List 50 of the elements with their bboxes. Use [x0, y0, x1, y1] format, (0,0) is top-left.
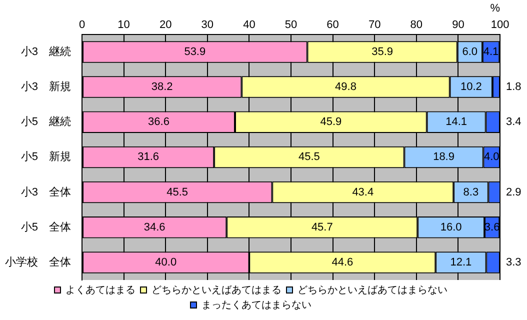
- y-tick-label: 小5 新規: [20, 150, 71, 164]
- x-tick-label: 100: [490, 18, 510, 31]
- data-label: 12.1: [450, 256, 472, 268]
- data-label: 14.1: [446, 116, 468, 128]
- data-label: 4.0: [484, 151, 500, 164]
- x-tick-label: 50: [284, 18, 298, 31]
- x-tick-label: 70: [368, 18, 381, 31]
- data-label: 8.3: [463, 186, 479, 198]
- data-label: 3.3: [506, 256, 522, 268]
- data-label: 44.6: [332, 256, 354, 268]
- data-label: 16.0: [440, 221, 462, 234]
- data-label: 18.9: [433, 151, 454, 164]
- legend-label: どちらかといえばあてはまる: [152, 284, 282, 296]
- y-tick-label: 小学校 全体: [5, 255, 71, 268]
- legend-label: よくあてはまる: [66, 284, 136, 296]
- data-label: 4.1: [483, 46, 499, 58]
- data-label: 53.9: [184, 46, 206, 58]
- legend-label: どちらかといえばあてはまらない: [298, 284, 448, 296]
- data-label: 38.2: [151, 81, 173, 94]
- x-tick-label: 40: [243, 18, 256, 31]
- x-tick-label: 60: [326, 18, 339, 31]
- x-tick-label: 20: [159, 18, 172, 31]
- x-axis-title: %: [490, 2, 500, 15]
- data-label: 3.4: [506, 116, 522, 128]
- data-label: 31.6: [138, 151, 160, 164]
- x-tick-label: 30: [201, 18, 214, 31]
- legend-label: まったくあてはまらない: [202, 300, 312, 311]
- y-tick-label: 小5 継続: [20, 115, 71, 128]
- data-label: 6.0: [462, 46, 478, 58]
- x-tick-label: 90: [452, 18, 464, 31]
- data-label: 34.6: [144, 221, 166, 234]
- data-label: 45.5: [298, 151, 320, 164]
- y-tick-label: 小3 新規: [20, 80, 71, 94]
- data-label: 45.9: [320, 116, 342, 128]
- data-label: 43.4: [352, 186, 374, 198]
- data-label: 36.6: [148, 116, 170, 128]
- x-tick-label: 0: [78, 18, 86, 31]
- x-tick-label: 10: [118, 18, 130, 31]
- y-tick-label: 小3 継続: [20, 44, 71, 58]
- data-label: 45.5: [166, 186, 188, 198]
- x-tick-label: 80: [410, 18, 423, 31]
- y-tick-label: 小5 全体: [20, 220, 71, 234]
- data-label: 49.8: [335, 81, 356, 94]
- data-label: 45.7: [311, 221, 333, 234]
- y-tick-label: 小3 全体: [20, 185, 71, 198]
- data-label: 35.9: [372, 46, 394, 58]
- data-label: 2.9: [506, 186, 522, 198]
- data-label: 10.2: [460, 81, 482, 94]
- data-label: 40.0: [155, 256, 177, 268]
- data-label: 1.8: [506, 81, 522, 94]
